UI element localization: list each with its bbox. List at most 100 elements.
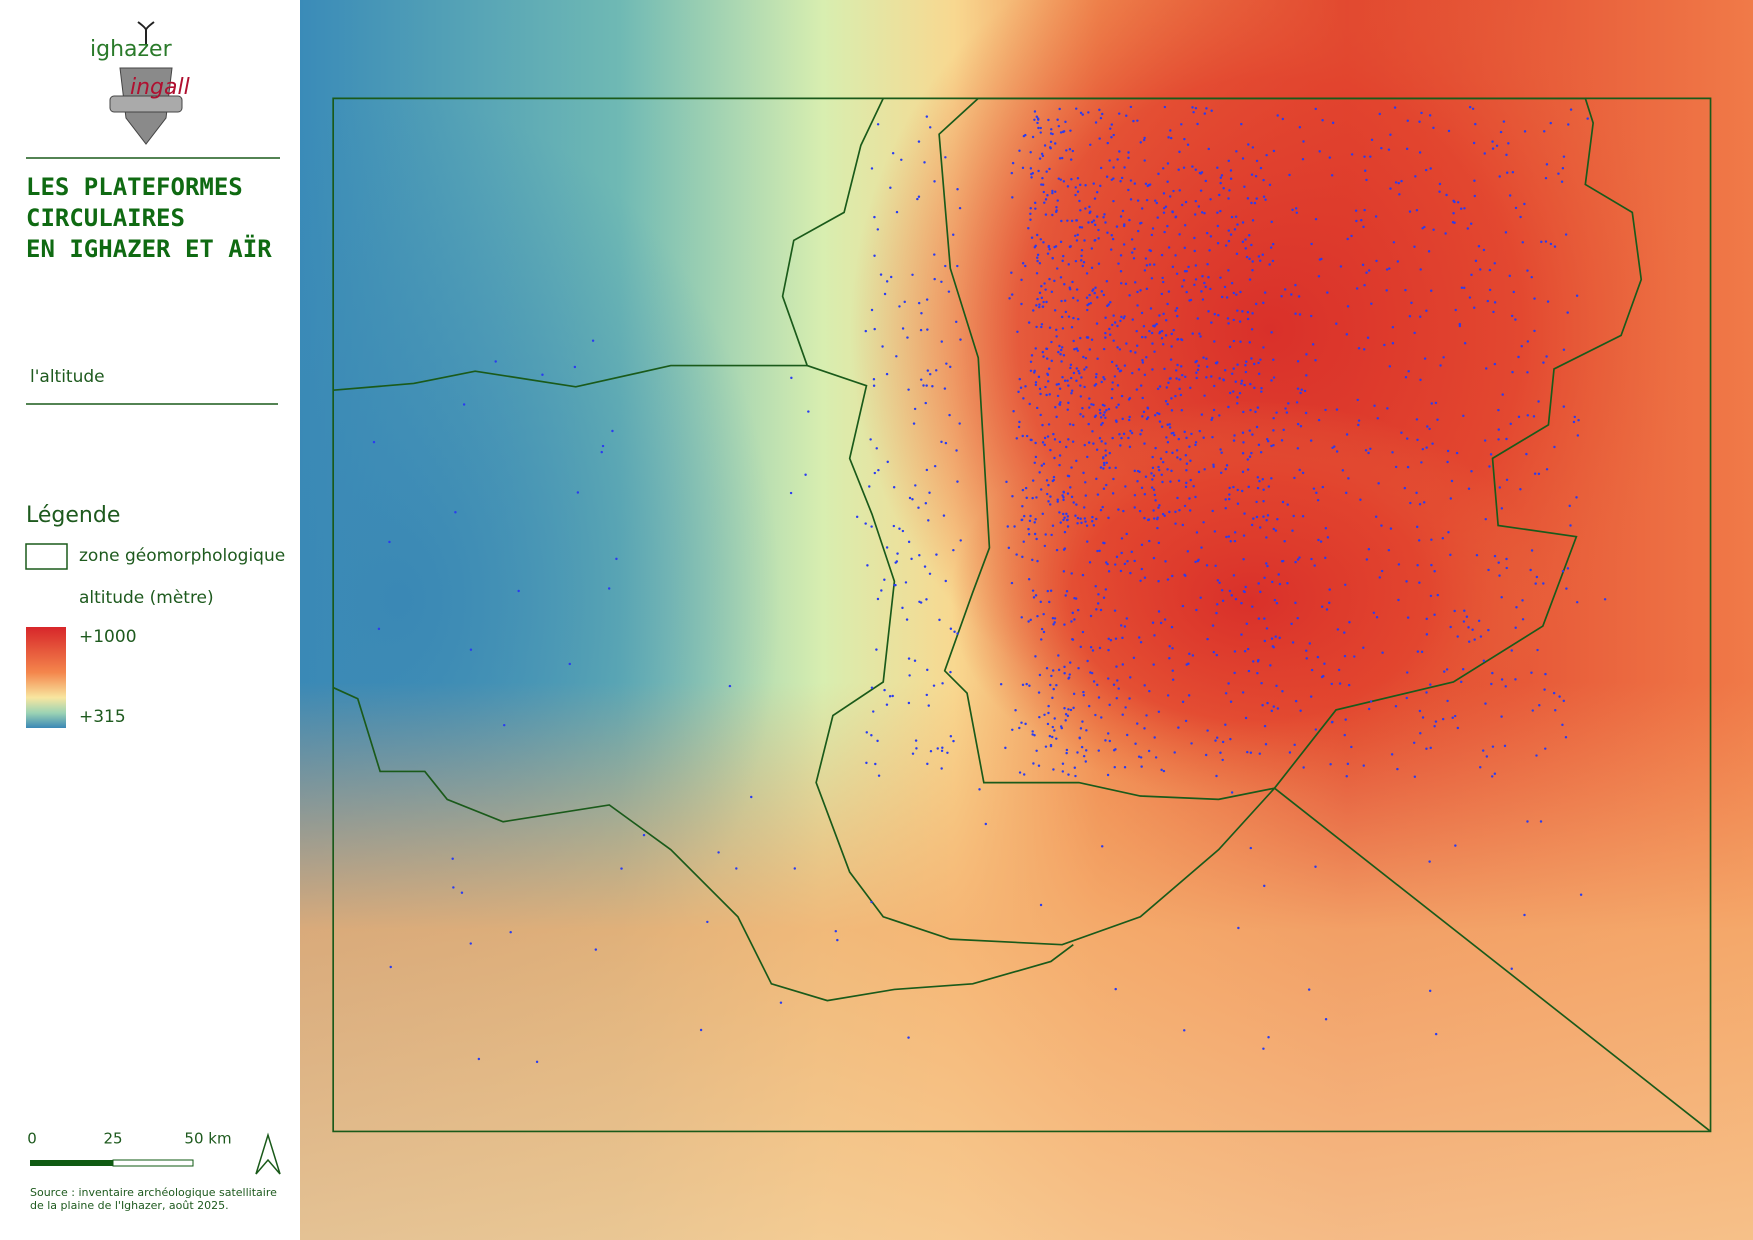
site-dot xyxy=(1523,913,1526,917)
site-dot xyxy=(1160,337,1164,340)
site-dot xyxy=(1130,431,1134,435)
site-dot xyxy=(1244,716,1248,720)
source: de la plaine de l'Ighazer, août 2025. xyxy=(30,1199,229,1212)
site-dot xyxy=(1089,671,1092,674)
site-dot xyxy=(1138,470,1141,474)
site-dot xyxy=(1021,434,1024,438)
site-dot xyxy=(1029,369,1033,373)
site-dot xyxy=(1519,488,1522,491)
site-dot xyxy=(1248,455,1252,459)
site-dot xyxy=(1081,573,1085,577)
site-dot xyxy=(1040,464,1044,467)
site-dot xyxy=(1055,737,1058,740)
site-dot xyxy=(1140,543,1144,547)
site-dot xyxy=(1069,708,1073,712)
site-dot xyxy=(1505,437,1508,441)
site-dot xyxy=(1564,736,1568,739)
site-dot xyxy=(1112,199,1115,203)
site-dot xyxy=(1517,355,1520,359)
site-dot xyxy=(1172,328,1175,332)
site-dot xyxy=(1316,655,1320,659)
site-dot xyxy=(1102,467,1105,470)
site-dot xyxy=(1063,665,1066,669)
site-dot xyxy=(1491,147,1495,150)
site-dot xyxy=(1068,673,1072,676)
site-dot xyxy=(1164,334,1168,337)
site-dot xyxy=(1294,560,1297,564)
site-dot xyxy=(885,546,889,549)
site-dot xyxy=(1044,385,1047,389)
site-dot xyxy=(1175,272,1179,276)
site-dot xyxy=(1102,293,1106,297)
site-dot xyxy=(1096,602,1100,605)
site-dot xyxy=(1090,220,1094,224)
site-dot xyxy=(1603,598,1607,601)
site-dot xyxy=(1335,322,1338,325)
site-dot xyxy=(1116,384,1120,387)
site-dot xyxy=(1247,669,1251,673)
site-dot xyxy=(1058,344,1061,348)
site-dot xyxy=(1082,690,1085,694)
site-dot xyxy=(1130,251,1134,254)
site-dot xyxy=(1196,122,1199,126)
site-dot xyxy=(1238,320,1242,323)
site-dot xyxy=(1241,157,1245,160)
site-dot xyxy=(1081,407,1084,410)
site-dot xyxy=(1246,647,1250,651)
site-dot xyxy=(1133,506,1136,509)
site-dot xyxy=(1520,344,1523,348)
site-dot xyxy=(1048,248,1051,251)
site-dot xyxy=(1136,119,1139,122)
site-dot xyxy=(1224,506,1227,510)
site-dot xyxy=(1345,775,1348,778)
site-dot xyxy=(1061,327,1065,330)
site-dot xyxy=(1133,469,1137,473)
site-dot xyxy=(918,600,921,604)
site-dot xyxy=(1490,775,1494,778)
site-dot xyxy=(1227,229,1230,232)
site-dot xyxy=(1586,117,1589,120)
site-dot xyxy=(1236,396,1239,399)
site-dot xyxy=(1317,418,1321,422)
site-dot xyxy=(907,657,911,660)
site-dot xyxy=(1239,290,1242,294)
site-dot xyxy=(1099,508,1103,512)
site-dot xyxy=(1069,158,1073,161)
site-dot xyxy=(1104,449,1107,452)
site-dot xyxy=(1102,413,1105,417)
site-dot xyxy=(1366,336,1370,339)
site-dot xyxy=(1077,317,1080,321)
site-dot xyxy=(1033,369,1036,373)
site-dot xyxy=(1053,729,1056,732)
site-dot xyxy=(919,328,923,332)
site-dot xyxy=(1041,423,1044,427)
site-dot xyxy=(1397,563,1401,566)
site-dot xyxy=(1089,210,1092,213)
site-dot xyxy=(1205,107,1208,110)
site-dot xyxy=(1139,579,1142,583)
site-dot xyxy=(1433,570,1436,573)
site-dot xyxy=(620,867,623,870)
site-dot xyxy=(1081,264,1085,268)
site-dot xyxy=(1514,626,1517,629)
site-dot xyxy=(1295,401,1299,404)
site-dot xyxy=(1129,349,1132,353)
site-dot xyxy=(949,670,952,674)
site-dot xyxy=(1419,268,1422,271)
site-dot xyxy=(1185,462,1189,466)
site-dot xyxy=(1543,688,1546,691)
site-dot xyxy=(1234,597,1238,601)
site-dot xyxy=(1165,386,1168,389)
site-dot xyxy=(874,762,877,766)
site-dot xyxy=(1171,669,1174,672)
site-dot xyxy=(1129,179,1133,182)
site-dot xyxy=(1537,472,1541,476)
site-dot xyxy=(917,506,920,509)
site-dot xyxy=(1182,166,1186,169)
site-dot xyxy=(1285,411,1289,414)
site-dot xyxy=(1195,376,1198,380)
site-dot xyxy=(750,795,753,799)
site-dot xyxy=(1162,769,1166,773)
site-dot xyxy=(1106,732,1110,735)
side-panel xyxy=(0,0,300,1240)
